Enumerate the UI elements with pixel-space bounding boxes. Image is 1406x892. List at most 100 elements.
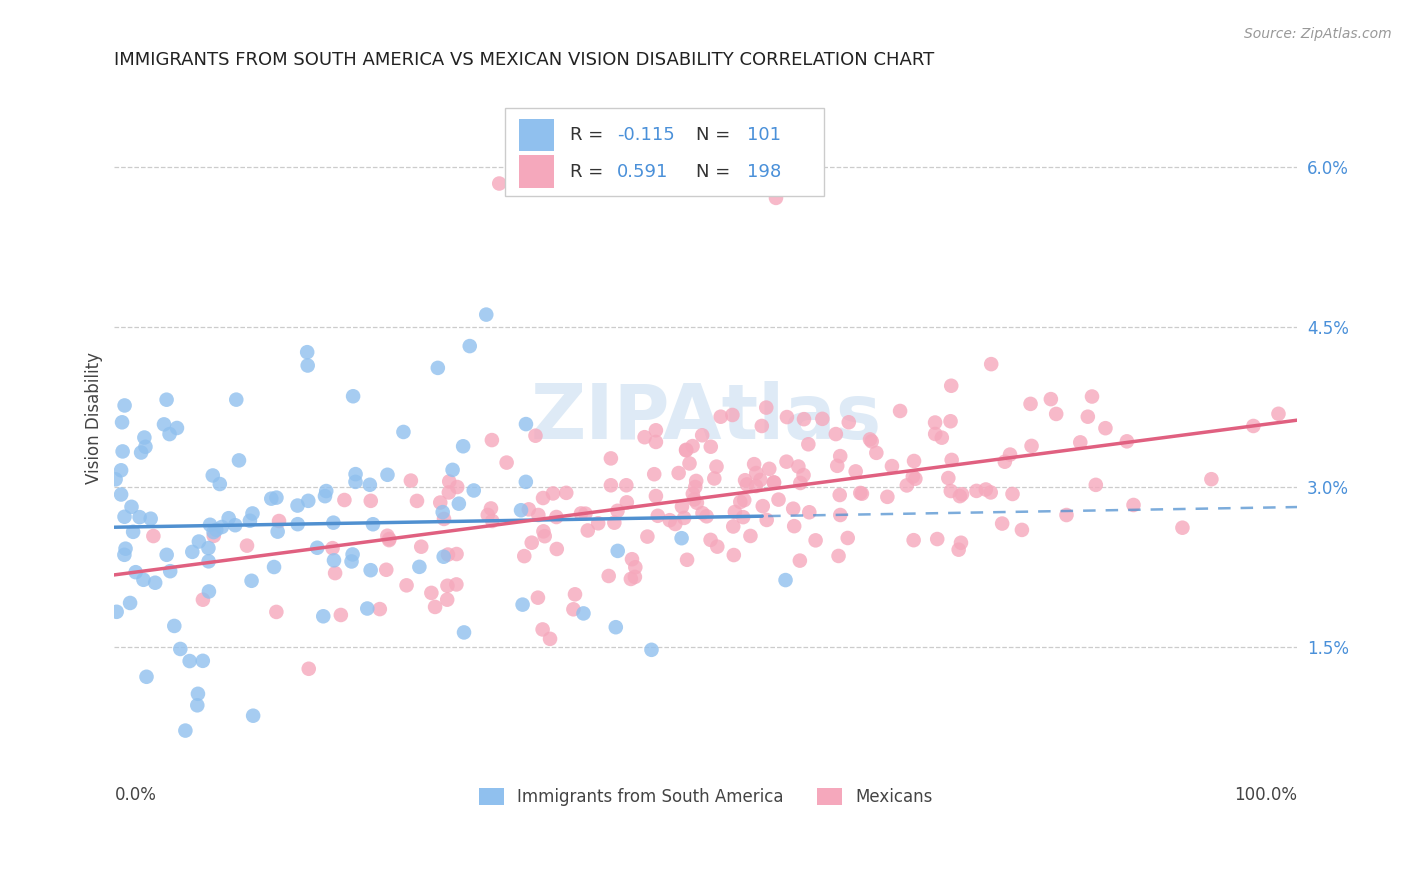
Point [481, 433, 503, 447]
Point [828, 488, 851, 502]
Point [586, 516, 609, 531]
Point [437, 548, 460, 562]
Point [423, 599, 446, 614]
Point [686, 496, 709, 510]
Point [322, 541, 344, 556]
Point [531, 491, 554, 505]
Point [1077, 409, 1099, 424]
Point [121, 500, 143, 514]
Point [787, 459, 810, 474]
Point [755, 513, 778, 527]
Point [706, 540, 728, 554]
Point [783, 519, 806, 533]
Point [645, 489, 668, 503]
Point [901, 469, 924, 483]
Point [114, 509, 136, 524]
Point [676, 553, 699, 567]
Point [606, 544, 628, 558]
Point [645, 434, 668, 449]
Text: N =: N = [696, 126, 737, 145]
Point [186, 698, 208, 713]
Point [830, 449, 852, 463]
Point [224, 518, 246, 533]
Point [298, 662, 321, 676]
Bar [505, 108, 824, 195]
Y-axis label: Vision Disability: Vision Disability [86, 351, 103, 483]
Point [603, 516, 626, 530]
Point [360, 563, 382, 577]
Point [849, 486, 872, 500]
Point [1021, 439, 1043, 453]
Point [239, 514, 262, 528]
Point [104, 472, 127, 486]
Point [658, 513, 681, 527]
Point [134, 431, 156, 445]
Point [931, 431, 953, 445]
Point [644, 423, 666, 437]
Point [768, 492, 790, 507]
Point [675, 443, 697, 458]
Text: R =: R = [569, 162, 609, 180]
Point [114, 399, 136, 413]
Point [825, 458, 848, 473]
Point [375, 563, 398, 577]
Point [110, 463, 132, 477]
Point [114, 541, 136, 556]
Point [633, 430, 655, 444]
Point [1094, 421, 1116, 435]
Point [399, 474, 422, 488]
Point [479, 501, 502, 516]
Point [576, 524, 599, 538]
Point [122, 524, 145, 539]
Point [287, 517, 309, 532]
Point [197, 554, 219, 568]
Point [436, 592, 458, 607]
Point [927, 532, 949, 546]
Point [735, 477, 758, 491]
Point [360, 493, 382, 508]
Point [749, 473, 772, 487]
Point [564, 587, 586, 601]
Point [616, 495, 638, 509]
Point [700, 440, 723, 454]
Point [159, 564, 181, 578]
Point [703, 471, 725, 485]
Point [1019, 397, 1042, 411]
Point [458, 339, 481, 353]
Point [1045, 407, 1067, 421]
Point [105, 605, 128, 619]
Point [624, 570, 647, 584]
Point [342, 548, 364, 562]
Point [1084, 478, 1107, 492]
Point [297, 493, 319, 508]
Text: ZIPAtlas: ZIPAtlas [530, 381, 882, 455]
Point [710, 409, 733, 424]
Point [776, 410, 799, 425]
Point [1081, 390, 1104, 404]
Point [153, 417, 176, 432]
Point [614, 478, 637, 492]
Point [202, 524, 225, 539]
Point [218, 511, 240, 525]
Point [903, 454, 925, 468]
Point [110, 487, 132, 501]
Point [342, 389, 364, 403]
Point [260, 491, 283, 506]
Point [1267, 407, 1289, 421]
Point [980, 357, 1002, 371]
Point [811, 412, 834, 426]
Point [155, 392, 177, 407]
Point [378, 533, 401, 548]
Point [797, 437, 820, 451]
Point [664, 516, 686, 531]
Point [880, 459, 903, 474]
Point [453, 625, 475, 640]
Point [205, 523, 228, 537]
Point [939, 414, 962, 428]
Point [685, 474, 707, 488]
Point [640, 643, 662, 657]
Point [436, 579, 458, 593]
Point [546, 541, 568, 556]
Point [263, 560, 285, 574]
Point [838, 415, 860, 429]
